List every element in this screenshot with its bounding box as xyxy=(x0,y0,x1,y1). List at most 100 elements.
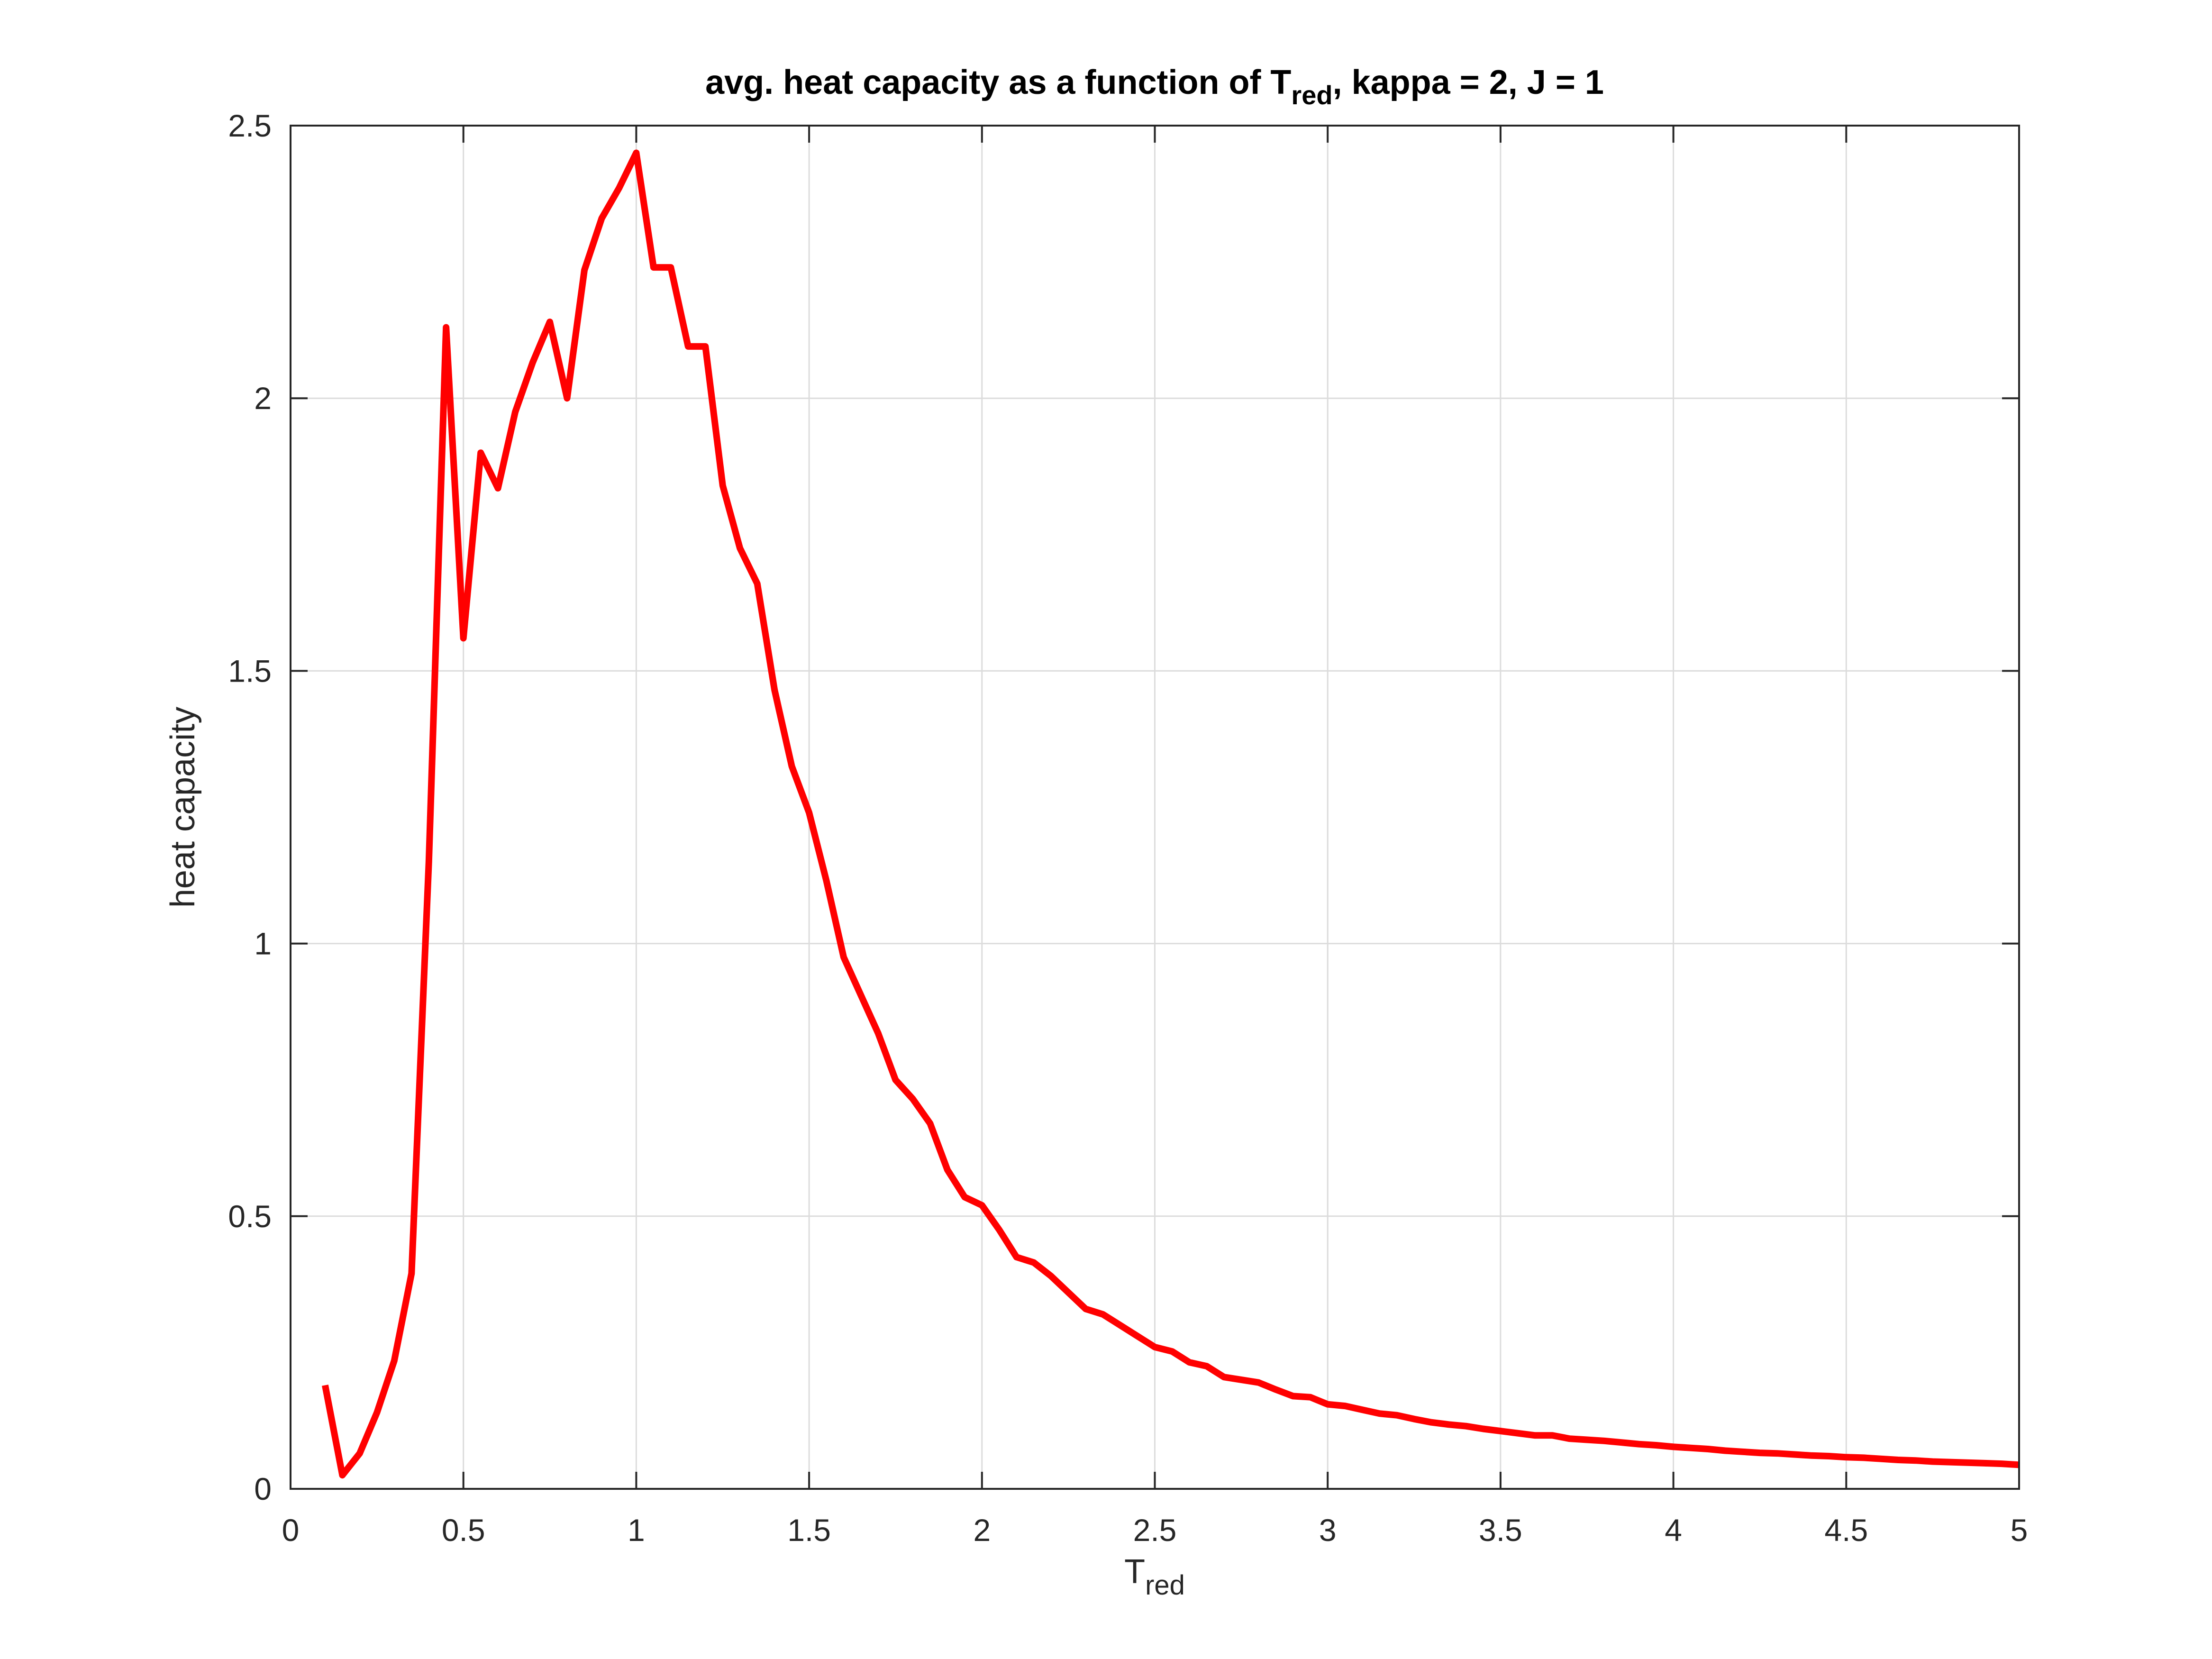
y-axis-label: heat capacity xyxy=(164,707,202,908)
data-point xyxy=(1068,1292,1069,1293)
data-point xyxy=(774,690,775,691)
data-point xyxy=(1275,1389,1276,1390)
chart-title-prefix: avg. heat capacity as a function of T xyxy=(705,64,1291,101)
data-point xyxy=(636,153,637,154)
data-point xyxy=(1379,1413,1380,1414)
x-tick-label: 0 xyxy=(282,1513,300,1548)
data-point xyxy=(1656,1445,1657,1446)
data-point xyxy=(325,1385,326,1386)
y-tick-labels: 0 0.5 1 1.5 2 2.5 xyxy=(228,108,272,1506)
data-point xyxy=(498,488,499,489)
data-point xyxy=(1863,1457,1864,1458)
data-point xyxy=(1846,1457,1847,1458)
data-point xyxy=(1085,1308,1086,1309)
data-point xyxy=(1483,1429,1484,1430)
y-tick-label: 0.5 xyxy=(228,1199,272,1234)
data-point xyxy=(1033,1262,1034,1263)
data-point xyxy=(1345,1405,1346,1406)
data-point xyxy=(1604,1440,1605,1441)
x-tick-label: 0.5 xyxy=(442,1513,485,1548)
data-point xyxy=(480,452,481,453)
data-point xyxy=(1569,1438,1570,1439)
data-point xyxy=(809,812,810,813)
data-point xyxy=(826,880,827,881)
x-tick-label: 2 xyxy=(973,1513,991,1548)
data-point xyxy=(1673,1446,1674,1447)
data-point xyxy=(1241,1379,1242,1380)
x-tick-label: 3.5 xyxy=(1479,1513,1522,1548)
x-axis-label-subscript: red xyxy=(1145,1570,1185,1601)
data-point xyxy=(1949,1462,1950,1463)
data-point xyxy=(895,1079,896,1080)
data-point xyxy=(532,362,533,363)
data-point xyxy=(1621,1442,1622,1443)
data-point xyxy=(1155,1347,1156,1348)
data-point xyxy=(1898,1459,1899,1460)
x-axis-label-main: T xyxy=(1124,1553,1145,1591)
x-tick-label: 1 xyxy=(628,1513,645,1548)
data-point xyxy=(601,218,602,219)
data-point xyxy=(912,1099,913,1100)
y-tick-label: 2.5 xyxy=(228,108,272,143)
data-point xyxy=(394,1360,395,1361)
data-point xyxy=(1431,1422,1432,1423)
data-point xyxy=(999,1230,1000,1231)
data-point xyxy=(549,321,550,322)
data-point xyxy=(982,1205,983,1206)
y-tick-label: 0 xyxy=(254,1471,272,1506)
data-point xyxy=(428,861,429,862)
data-point xyxy=(1517,1433,1518,1434)
chart-title-subscript: red xyxy=(1291,80,1332,110)
x-axis-label: Tred xyxy=(1124,1553,1185,1601)
data-point xyxy=(515,411,516,412)
data-point xyxy=(1725,1450,1726,1451)
data-point xyxy=(1362,1409,1363,1410)
data-point xyxy=(2002,1463,2003,1464)
x-tick-labels: 0 0.5 1 1.5 2 2.5 3 3.5 4 4.5 5 xyxy=(282,1513,2028,1548)
data-point xyxy=(1967,1462,1968,1463)
data-point xyxy=(1137,1336,1138,1337)
data-point xyxy=(1016,1257,1017,1258)
data-point xyxy=(376,1412,377,1413)
x-tick-label: 5 xyxy=(2011,1513,2028,1548)
x-tick-label: 2.5 xyxy=(1133,1513,1177,1548)
grid-layer xyxy=(291,126,2019,1489)
data-point xyxy=(1776,1453,1777,1454)
chart-title-suffix: , kappa = 2, J = 1 xyxy=(1333,64,1604,101)
data-point xyxy=(1811,1455,1812,1456)
data-point xyxy=(1120,1325,1121,1326)
x-tick-label: 1.5 xyxy=(787,1513,831,1548)
data-point xyxy=(1915,1460,1916,1461)
data-point xyxy=(1759,1452,1760,1453)
data-point xyxy=(1258,1382,1259,1383)
data-point xyxy=(705,346,706,347)
data-point xyxy=(1742,1451,1743,1452)
data-point xyxy=(688,346,689,347)
data-point xyxy=(739,548,740,549)
data-point xyxy=(1448,1424,1449,1425)
x-tick-label: 4 xyxy=(1665,1513,1682,1548)
data-point xyxy=(1794,1454,1795,1455)
x-tick-label: 4.5 xyxy=(1824,1513,1868,1548)
data-point xyxy=(411,1273,412,1274)
data-point xyxy=(584,270,585,271)
data-point xyxy=(1223,1376,1224,1377)
data-point xyxy=(1880,1458,1881,1459)
data-point xyxy=(359,1453,360,1454)
chart-title: avg. heat capacity as a function of Tred… xyxy=(705,64,1604,110)
data-point xyxy=(1189,1362,1190,1363)
data-point xyxy=(653,267,654,268)
data-point xyxy=(757,583,758,584)
data-point xyxy=(929,1123,930,1124)
data-point xyxy=(670,267,671,268)
data-point xyxy=(567,398,568,399)
data-point xyxy=(878,1033,879,1034)
x-tick-label: 3 xyxy=(1319,1513,1337,1548)
data-point xyxy=(1414,1419,1415,1420)
data-point xyxy=(1829,1456,1830,1457)
data-point xyxy=(861,995,862,996)
data-point xyxy=(1310,1397,1311,1398)
data-point xyxy=(722,485,723,486)
data-point xyxy=(1396,1415,1397,1416)
